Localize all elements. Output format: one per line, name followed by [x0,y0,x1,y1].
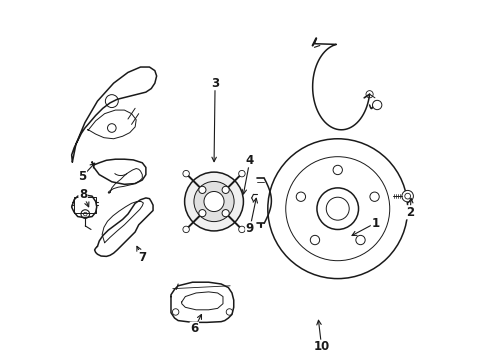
Circle shape [194,181,234,222]
Circle shape [199,186,205,193]
Circle shape [296,192,305,201]
Text: 6: 6 [190,322,198,335]
Text: 3: 3 [211,77,219,90]
Text: 4: 4 [245,154,253,167]
Circle shape [184,172,243,231]
Circle shape [183,226,189,233]
Circle shape [372,100,381,110]
Circle shape [222,186,229,193]
Circle shape [332,165,342,175]
Text: 8: 8 [79,188,87,201]
Circle shape [199,210,205,217]
Text: 2: 2 [406,206,413,219]
Circle shape [222,210,229,217]
Text: 10: 10 [313,340,329,353]
Circle shape [267,139,407,279]
Circle shape [355,235,365,245]
Circle shape [238,170,244,177]
Text: 5: 5 [78,170,86,183]
Circle shape [238,226,244,233]
Text: 7: 7 [138,251,146,264]
Circle shape [310,235,319,245]
Circle shape [316,188,358,229]
Circle shape [183,170,189,177]
Text: 1: 1 [370,216,379,230]
Circle shape [401,190,412,202]
Circle shape [203,192,224,212]
Circle shape [369,192,379,201]
Text: 9: 9 [245,222,253,235]
